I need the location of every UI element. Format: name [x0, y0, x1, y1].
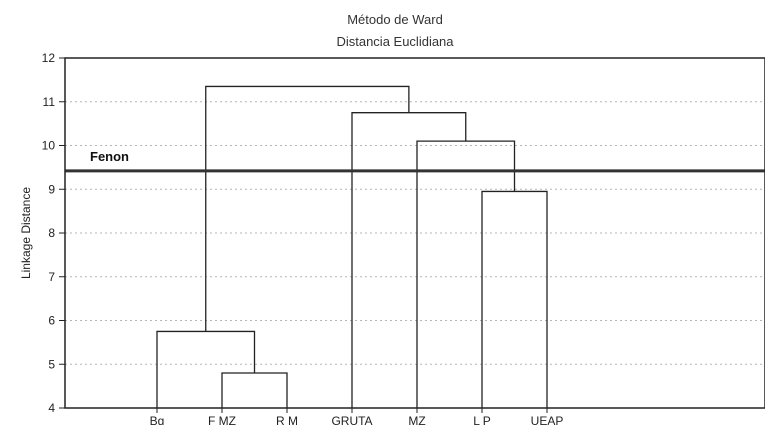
reference-line-group: Fenon	[65, 149, 765, 173]
leaf-label: MZ	[408, 414, 425, 425]
y-tick-label: 5	[48, 357, 55, 371]
dendrogram-link	[351, 112, 467, 408]
y-tick-label: 9	[48, 182, 55, 196]
leaf-label: Bg	[150, 414, 165, 425]
y-tick-label: 12	[42, 51, 56, 65]
y-tick-label: 4	[48, 401, 55, 415]
leaf-label: R M	[276, 414, 298, 425]
plot-frame	[64, 57, 765, 409]
dendrogram-link	[416, 140, 516, 408]
leaf-label: F MZ	[208, 414, 236, 425]
dendrogram-links	[156, 85, 548, 408]
y-tick-label: 7	[48, 270, 55, 284]
fenon-label: Fenon	[90, 149, 129, 164]
y-axis-ticks: 4 5 6 7 8 9 10 11 12	[42, 51, 65, 415]
leaf-labels: Bg F MZ R M GRUTA MZ L P UEAP	[150, 408, 564, 425]
dendrogram-link	[156, 330, 256, 408]
leaf-label: L P	[473, 414, 491, 425]
leaf-label: UEAP	[531, 414, 564, 425]
y-tick-label: 6	[48, 314, 55, 328]
y-tick-label: 11	[43, 95, 56, 109]
dendrogram-link	[481, 190, 548, 408]
gridlines	[65, 101, 765, 365]
chart-subtitle: Distancia Euclidiana	[336, 34, 454, 49]
dendrogram-link	[205, 85, 410, 332]
y-tick-label: 8	[48, 226, 55, 240]
chart-title: Método de Ward	[347, 12, 443, 27]
leaf-label: GRUTA	[331, 414, 372, 425]
dendrogram-link	[221, 372, 288, 408]
y-axis-label: Linkage Distance	[19, 187, 33, 279]
y-tick-label: 10	[42, 139, 56, 153]
